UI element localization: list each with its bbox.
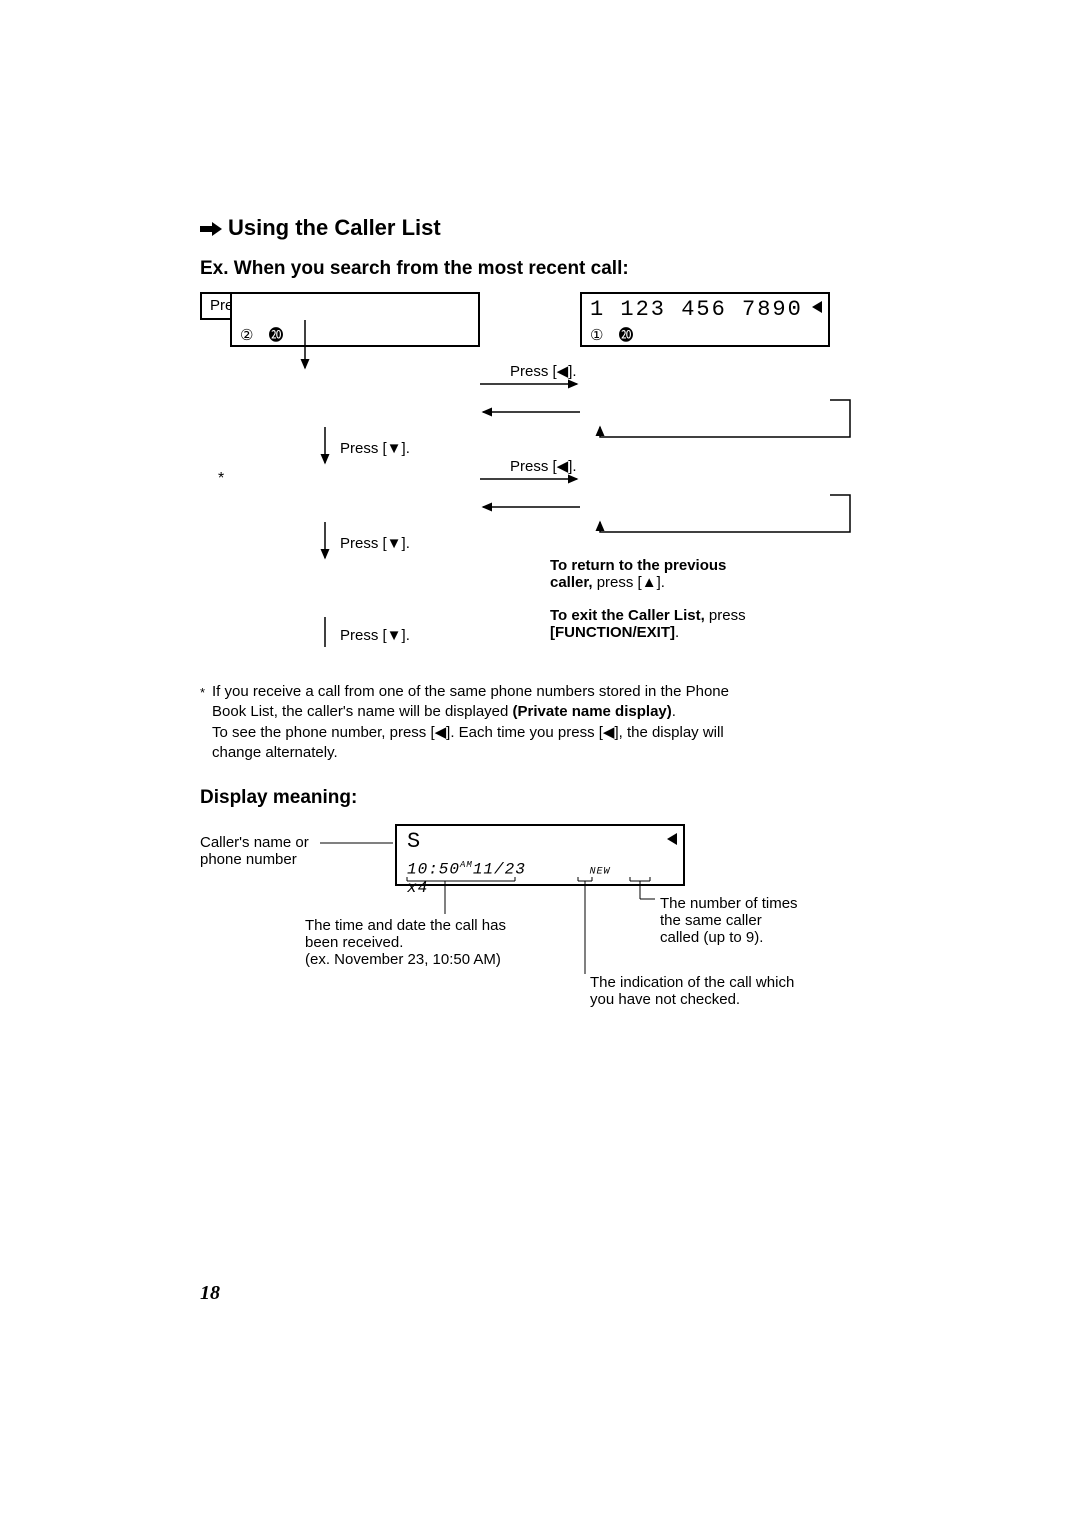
display-status-line: 10:50AM11/23 NEW x4 (407, 860, 673, 896)
display-meaning-heading: Display meaning: (200, 787, 880, 809)
section-heading: Using the Caller List (200, 215, 880, 242)
count-desc-2: the same caller (660, 912, 762, 929)
footnote-line2b: (Private name display) (513, 703, 672, 720)
return-prev-bold: To return to the previous (550, 557, 726, 574)
return-prev-bold2: caller, (550, 574, 593, 591)
footnote-block: * If you receive a call from one of the … (200, 682, 880, 763)
time-description: The time and date the call has been rece… (305, 917, 506, 968)
caller-name-line2: phone number (200, 851, 297, 868)
phone-box-2: 1 123 456 7890 ① ⓴ (580, 292, 830, 347)
press-down-label-2: Press [▼]. (340, 535, 410, 552)
example-subheading: Ex. When you search from the most recent… (200, 258, 880, 280)
count-desc-1: The number of times (660, 895, 798, 912)
caller-name-line1: Caller's name or (200, 834, 309, 851)
phone-2-number: 1 123 456 7890 (590, 298, 820, 322)
display-call-count: x4 (407, 879, 428, 897)
new-desc-2: you have not checked. (590, 991, 740, 1008)
caller-box-3: ② ⓴ (230, 292, 480, 347)
time-desc-3: (ex. November 23, 10:50 AM) (305, 951, 501, 968)
footnote-line4: change alternately. (212, 744, 338, 761)
return-previous-text: To return to the previous caller, press … (550, 557, 850, 591)
press-left-label-1: Press [◀]. (510, 362, 577, 380)
new-desc-1: The indication of the call which (590, 974, 794, 991)
heading-arrow-icon (200, 216, 222, 242)
press-down-label-3: Press [▼]. (340, 627, 410, 644)
scroll-left-icon (667, 832, 677, 850)
footnote-line2a: Book List, the caller's name will be dis… (212, 703, 513, 720)
time-desc-1: The time and date the call has (305, 917, 506, 934)
exit-bold: To exit the Caller List, (550, 607, 705, 624)
count-desc-3: called (up to 9). (660, 929, 763, 946)
display-name: S (407, 830, 673, 854)
heading-text: Using the Caller List (228, 215, 441, 240)
page-number: 18 (200, 1282, 220, 1305)
footnote-asterisk: * (200, 684, 205, 702)
new-indicator-description: The indication of the call which you hav… (590, 974, 794, 1008)
press-left-label-2: Press [◀]. (510, 457, 577, 475)
display-new-indicator: NEW (589, 867, 610, 878)
return-prev-tail: press [▲]. (593, 574, 665, 591)
flow-diagram: Press [▼] to enter the list. S ⓫ ⓴ 1 111… (200, 292, 880, 672)
display-time-date: 11/23 (473, 861, 526, 879)
display-meaning-diagram: Caller's name or phone number S 10:50AM1… (200, 819, 880, 1049)
footnote-marker: * (218, 470, 224, 488)
count-description: The number of times the same caller call… (660, 895, 798, 946)
display-time-ampm: AM (460, 860, 473, 870)
exit-tail: press (705, 607, 746, 624)
time-desc-2: been received. (305, 934, 403, 951)
footnote-line3: To see the phone number, press [◀]. Each… (212, 724, 724, 741)
phone-2-position: ① ⓴ (590, 324, 820, 345)
footnote-line1: If you receive a call from one of the sa… (212, 683, 729, 700)
exit-func: [FUNCTION/EXIT] (550, 624, 675, 641)
exit-list-text: To exit the Caller List, press [FUNCTION… (550, 607, 850, 641)
caller-name-label: Caller's name or phone number (200, 834, 309, 868)
press-down-label-1: Press [▼]. (340, 440, 410, 457)
scroll-left-icon (812, 300, 822, 318)
display-time-hhmm: 10:50 (407, 861, 460, 879)
display-box: S 10:50AM11/23 NEW x4 (395, 824, 685, 886)
caller-3-position: ② ⓴ (240, 324, 470, 345)
